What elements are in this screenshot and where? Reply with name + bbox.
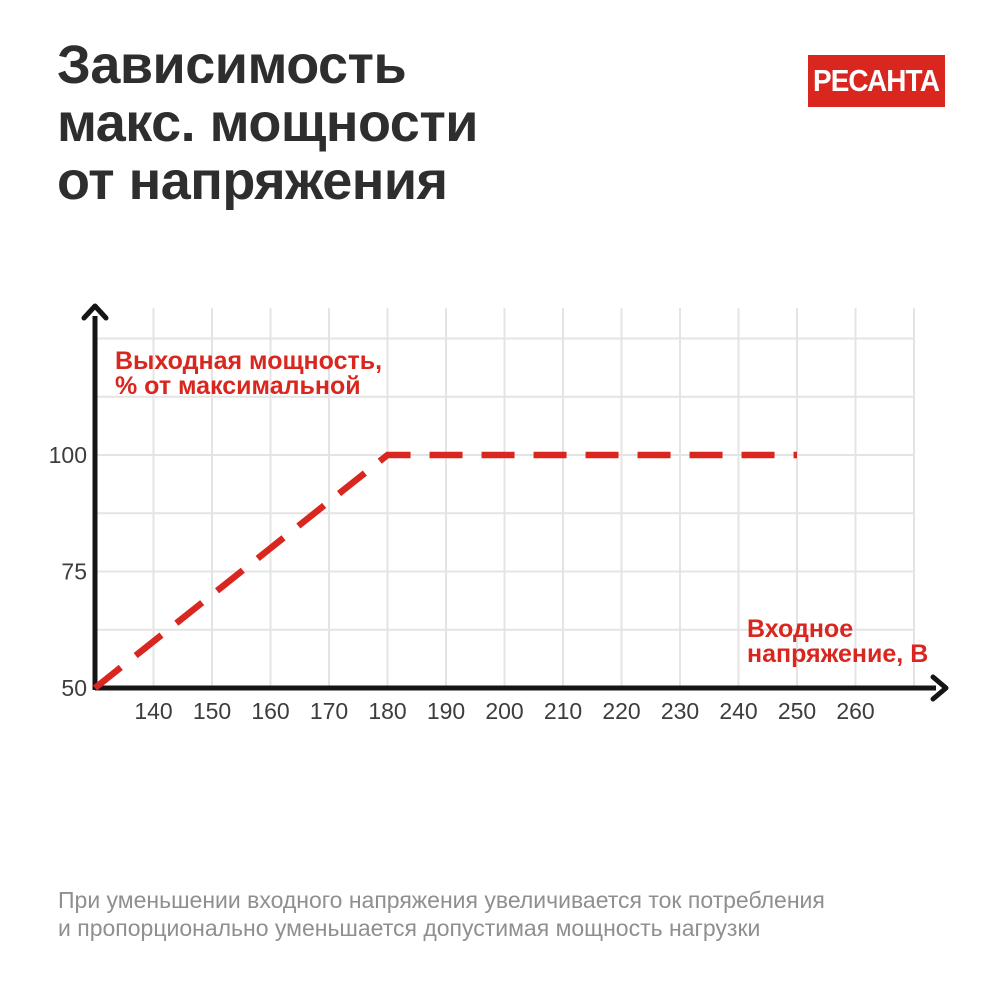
x-tick-label: 250 [778, 698, 816, 724]
x-tick-label: 170 [310, 698, 348, 724]
x-tick-label: 220 [602, 698, 640, 724]
brand-logo: РЕСАНТА [808, 55, 945, 107]
x-tick-label: 230 [661, 698, 699, 724]
y-tick-label: 50 [61, 675, 87, 701]
y-axis-title: Выходная мощность, [115, 347, 382, 375]
x-tick-label: 260 [836, 698, 874, 724]
x-tick-label: 240 [719, 698, 757, 724]
x-tick-label: 210 [544, 698, 582, 724]
power-curve [92, 451, 797, 691]
footnote: При уменьшении входного напряжения увели… [58, 887, 825, 941]
brand-logo-text: РЕСАНТА [813, 63, 940, 98]
x-tick-label: 140 [134, 698, 172, 724]
y-axis-arrow-icon [81, 303, 109, 321]
page-title: Зависимость макс. мощности от напряжения [57, 35, 478, 211]
x-tick-label: 150 [193, 698, 231, 724]
x-tick-label: 160 [251, 698, 289, 724]
x-tick-label: 180 [368, 698, 406, 724]
x-axis-title: напряжение, В [747, 640, 928, 668]
y-axis-title: % от максимальной [115, 372, 361, 400]
x-axis-arrow-icon [930, 674, 949, 702]
x-tick-label: 200 [485, 698, 523, 724]
x-axis-title: Входное [747, 615, 853, 643]
x-tick-label: 190 [427, 698, 465, 724]
y-tick-label: 75 [61, 559, 87, 585]
y-tick-label: 100 [49, 442, 87, 468]
